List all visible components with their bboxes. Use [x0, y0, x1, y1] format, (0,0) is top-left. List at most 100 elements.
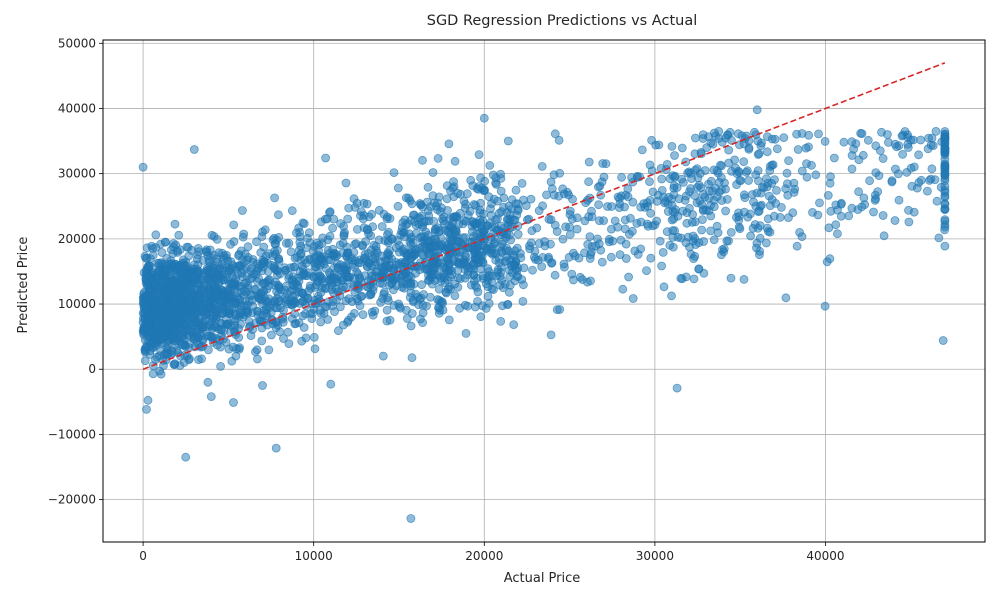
data-point: [940, 163, 950, 173]
data-point: [152, 339, 161, 349]
data-point: [437, 239, 446, 249]
data-point: [141, 302, 151, 312]
data-point: [160, 271, 170, 281]
data-point: [624, 272, 633, 282]
data-point: [869, 207, 878, 217]
data-point: [509, 320, 519, 330]
data-point: [916, 175, 926, 185]
data-point: [598, 159, 608, 168]
data-point: [356, 292, 366, 302]
data-point: [630, 246, 640, 256]
data-point: [857, 129, 867, 139]
data-point: [239, 257, 249, 267]
x-tick-label: 20000: [465, 549, 503, 563]
data-point: [659, 192, 668, 202]
data-point: [652, 216, 661, 226]
data-point: [681, 238, 691, 248]
data-point: [854, 155, 864, 165]
data-point: [377, 222, 387, 231]
data-point: [287, 206, 297, 216]
data-point: [366, 290, 376, 299]
data-point: [772, 144, 782, 154]
data-point: [743, 166, 752, 176]
data-point: [626, 213, 635, 223]
data-point: [446, 236, 456, 245]
data-point: [434, 303, 443, 313]
data-point: [461, 328, 471, 338]
data-point: [444, 315, 454, 325]
data-point: [196, 275, 206, 285]
data-point: [295, 232, 305, 242]
data-point: [722, 194, 732, 204]
data-point: [299, 219, 309, 229]
data-point: [569, 275, 578, 285]
data-point: [155, 305, 164, 315]
x-tick-label: 30000: [636, 549, 674, 563]
data-point: [402, 314, 412, 323]
data-point: [406, 514, 416, 523]
data-point: [749, 197, 758, 207]
data-point: [755, 221, 765, 231]
y-tick-label: 10000: [58, 297, 96, 311]
data-point: [479, 186, 489, 196]
data-point: [938, 336, 948, 345]
data-point: [328, 244, 338, 254]
data-point: [180, 261, 190, 271]
data-point: [688, 210, 697, 219]
data-point: [500, 279, 510, 289]
data-point: [270, 193, 280, 203]
data-point: [473, 287, 483, 297]
data-point: [462, 189, 472, 199]
data-point: [621, 239, 631, 249]
data-point: [860, 200, 870, 210]
data-point: [371, 241, 381, 251]
data-point: [692, 198, 702, 208]
data-point: [418, 300, 428, 310]
data-point: [189, 145, 199, 154]
data-point: [394, 302, 404, 312]
data-point: [196, 306, 206, 316]
data-point: [491, 179, 501, 189]
data-point: [400, 215, 410, 225]
data-point: [763, 132, 772, 142]
data-point: [351, 239, 361, 249]
data-point: [460, 250, 470, 260]
data-point: [301, 333, 311, 343]
data-point: [329, 269, 339, 279]
data-point: [383, 293, 392, 303]
data-point: [170, 359, 180, 369]
data-point: [925, 175, 934, 185]
data-point: [770, 134, 780, 144]
data-point: [140, 356, 150, 366]
data-point: [502, 208, 512, 217]
data-point: [424, 249, 434, 259]
data-point: [343, 248, 353, 258]
data-point: [480, 176, 490, 186]
data-point: [258, 381, 267, 390]
data-point: [825, 178, 835, 188]
data-point: [297, 261, 307, 271]
data-point: [623, 192, 633, 202]
data-point: [643, 219, 652, 229]
data-point: [341, 178, 351, 188]
data-point: [767, 178, 777, 188]
y-tick-label: 20000: [58, 232, 96, 246]
data-point: [555, 305, 565, 314]
data-point: [197, 354, 207, 364]
data-point: [157, 248, 167, 257]
data-point: [408, 295, 418, 305]
data-point: [261, 305, 271, 315]
data-point: [263, 297, 273, 307]
data-point: [584, 212, 593, 222]
data-point: [442, 181, 452, 191]
data-point: [599, 172, 609, 182]
data-point: [362, 261, 372, 271]
data-point: [352, 198, 362, 208]
data-point: [667, 291, 676, 301]
data-point: [273, 210, 283, 220]
data-point: [234, 344, 244, 354]
data-point: [148, 243, 158, 253]
data-point: [797, 166, 807, 176]
data-point: [374, 205, 384, 215]
